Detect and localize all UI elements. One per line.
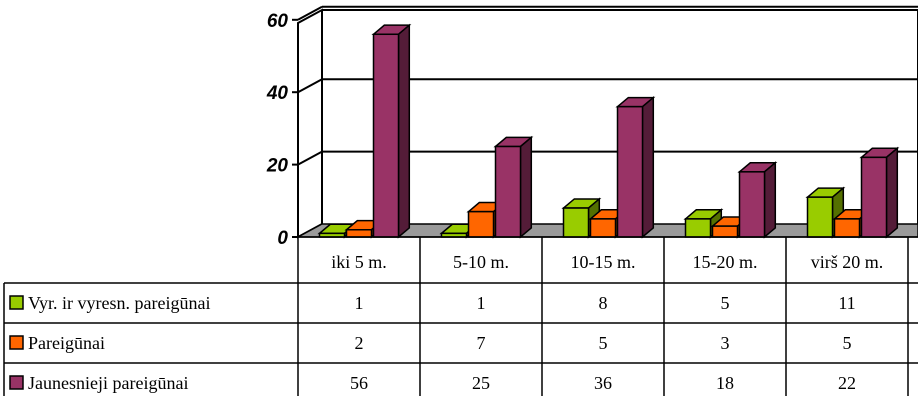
bar-front <box>562 207 590 238</box>
x-tick-label: virš 20 m. <box>811 252 884 272</box>
data-label: 5 <box>599 333 608 353</box>
bar-front <box>372 33 400 238</box>
bar-front <box>833 218 861 238</box>
data-label: 8 <box>599 293 608 313</box>
bar-front <box>738 171 766 238</box>
y-tick-label: 60 <box>267 11 289 32</box>
legend-label: Vyr. ir vyresn. pareigūnai <box>28 293 210 313</box>
gridline-side <box>297 5 323 21</box>
legend-label: Pareigūnai <box>28 333 105 353</box>
data-label: 25 <box>472 373 490 393</box>
bar-front <box>711 225 739 238</box>
y-tick-label: 40 <box>266 83 289 104</box>
data-label: 5 <box>721 293 730 313</box>
y-axis-ticks: 0 20 40 60 <box>266 11 298 249</box>
x-tick-label: 5-10 m. <box>453 252 509 272</box>
x-tick-label: 10-15 m. <box>571 252 636 272</box>
gridline-side <box>297 78 323 94</box>
data-label: 56 <box>350 373 368 393</box>
data-label: 11 <box>838 293 855 313</box>
data-label: 18 <box>716 373 734 393</box>
back-wall <box>322 9 918 224</box>
bar <box>737 161 778 239</box>
data-label: 1 <box>477 293 486 313</box>
data-label: 22 <box>838 373 856 393</box>
bar-side <box>641 95 655 239</box>
bar-front <box>860 156 888 238</box>
bar-front <box>616 105 644 238</box>
left-wall <box>297 8 323 239</box>
x-tick-label: iki 5 m. <box>331 252 387 272</box>
bar-side <box>763 161 777 239</box>
bars <box>317 23 900 239</box>
bar-front <box>494 145 522 238</box>
bar-front <box>806 196 834 238</box>
data-label: 36 <box>594 373 612 393</box>
data-table: iki 5 m. 5-10 m. 10-15 m. 15-20 m. virš 20 m… <box>3 236 918 396</box>
legend-swatch <box>9 295 24 310</box>
bar-front <box>589 218 617 238</box>
bar <box>371 23 412 239</box>
data-label: 1 <box>355 293 364 313</box>
bar <box>859 146 900 239</box>
gridline-side <box>297 150 323 166</box>
y-tick-label: 0 <box>277 228 288 249</box>
data-label: 7 <box>477 333 486 353</box>
y-tick-label: 20 <box>266 156 289 177</box>
bar-front <box>345 229 373 238</box>
legend-label: Jaunesnieji pareigūnai <box>28 373 188 393</box>
bar-front <box>467 210 495 238</box>
data-label: 2 <box>355 333 364 353</box>
data-label: 3 <box>721 333 730 353</box>
bar-front <box>684 218 712 238</box>
bar <box>615 95 656 239</box>
bar-side <box>519 135 533 239</box>
bar <box>493 135 534 239</box>
legend-swatch <box>9 375 24 390</box>
data-label: 5 <box>843 333 852 353</box>
bar-side <box>885 146 899 239</box>
x-tick-label: 15-20 m. <box>693 252 758 272</box>
legend-swatch <box>9 335 24 350</box>
bar-side <box>397 23 411 239</box>
